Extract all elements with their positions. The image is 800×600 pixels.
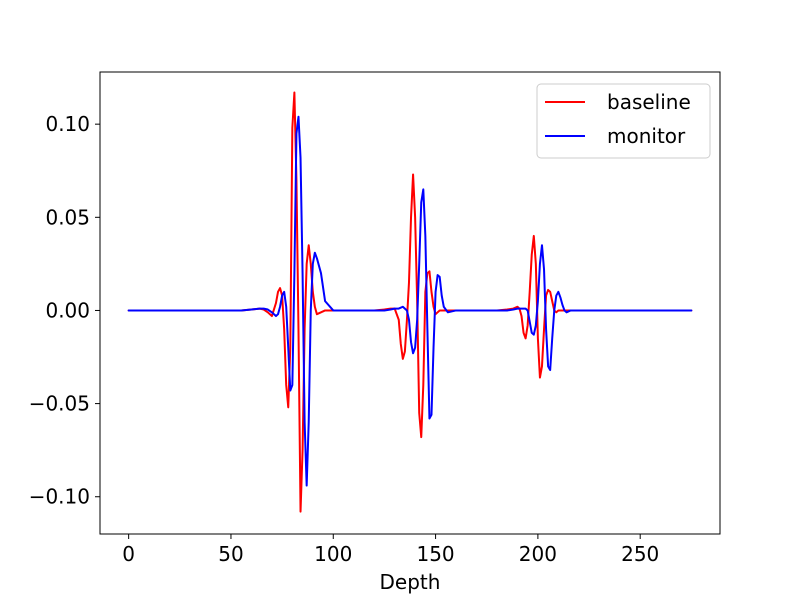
legend-label-monitor: monitor	[607, 124, 686, 148]
y-tick-label: 0.05	[45, 205, 90, 229]
x-tick-label: 150	[416, 542, 454, 566]
y-axis: −0.10 −0.05 0.00 0.05 0.10	[29, 112, 100, 509]
legend: baseline monitor	[536, 83, 711, 159]
x-axis-label: Depth	[380, 570, 441, 594]
x-tick-label: 0	[122, 542, 135, 566]
x-axis: 0 50 100 150 200 250	[122, 534, 659, 566]
y-tick-label: −0.05	[29, 392, 90, 416]
legend-label-baseline: baseline	[607, 90, 691, 114]
y-tick-label: 0.00	[45, 298, 90, 322]
x-tick-label: 50	[218, 542, 243, 566]
y-tick-label: −0.10	[29, 485, 90, 509]
y-tick-label: 0.10	[45, 112, 90, 136]
series-line-baseline	[127, 91, 693, 513]
series-layer	[127, 91, 693, 513]
plot-frame	[99, 71, 721, 535]
series-line-monitor	[127, 115, 693, 487]
x-tick-label: 100	[314, 542, 352, 566]
x-tick-label: 250	[621, 542, 659, 566]
x-tick-label: 200	[519, 542, 557, 566]
